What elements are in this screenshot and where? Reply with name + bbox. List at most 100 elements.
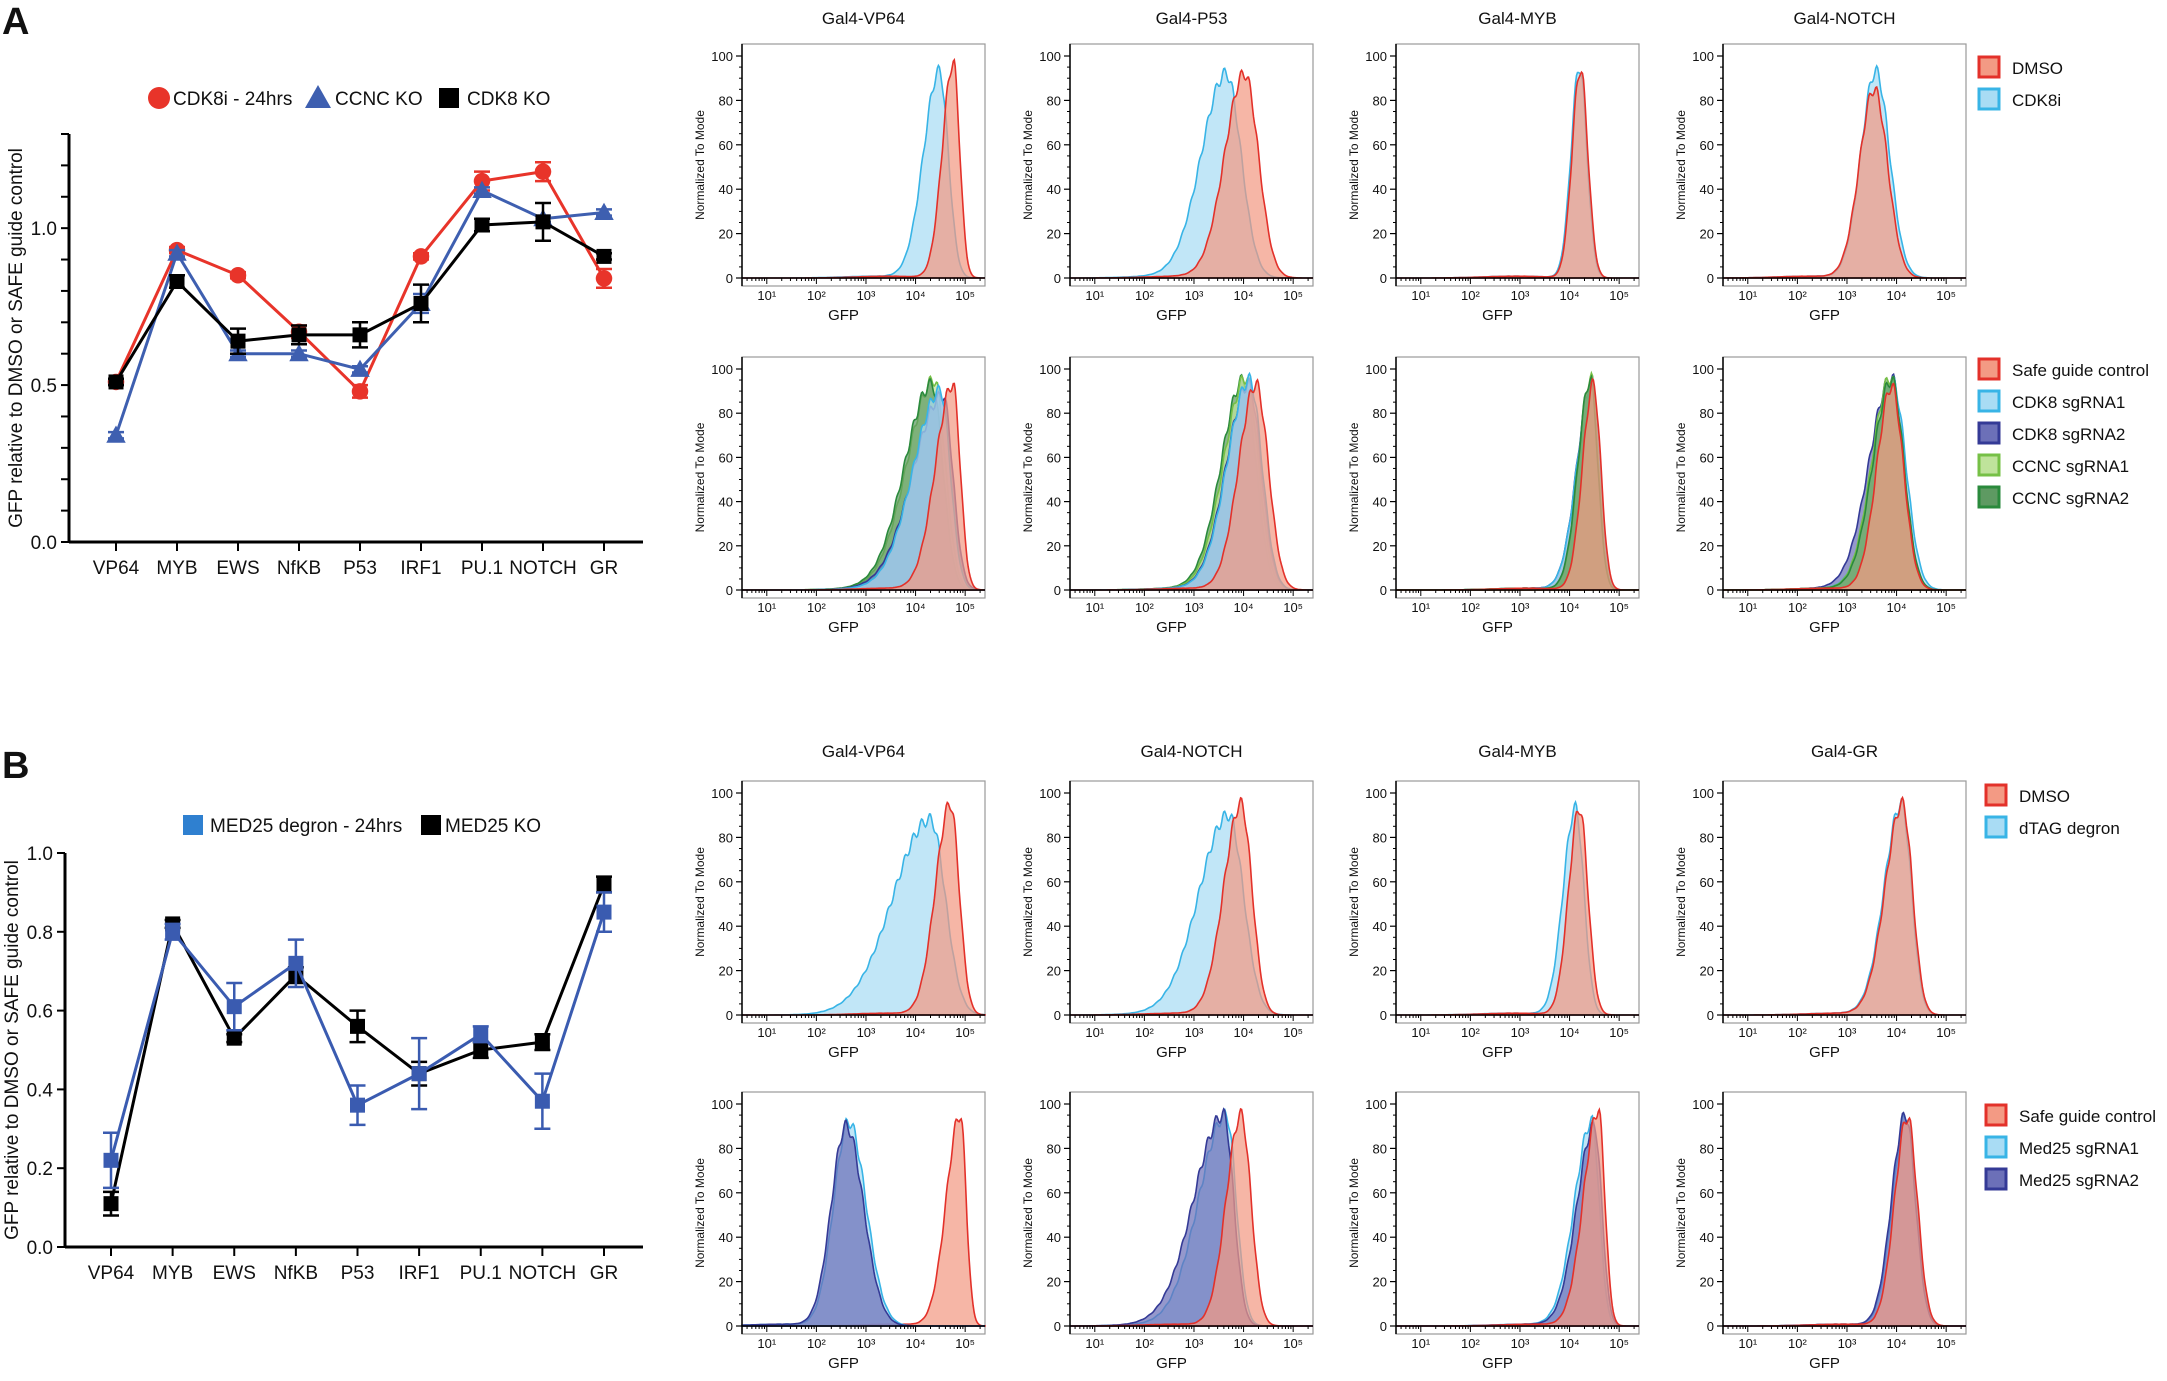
x-tick-label: 10³ <box>857 1025 876 1040</box>
y-tick-label: 80 <box>1700 406 1714 421</box>
x-tick-label: P53 <box>343 558 377 579</box>
y-tick-label: 80 <box>719 1141 733 1156</box>
y-tick-label: 40 <box>1373 182 1387 197</box>
y-tick-label: 0 <box>726 1008 733 1023</box>
x-tick-label: PU.1 <box>460 1263 502 1284</box>
data-point <box>350 1018 365 1034</box>
x-tick-label: 10⁴ <box>1887 1336 1907 1351</box>
x-tick-label: 10³ <box>1838 1025 1857 1040</box>
data-point <box>473 1026 489 1042</box>
y-tick-label: 100 <box>1692 49 1714 64</box>
histogram-cyan <box>1723 797 1966 1016</box>
data-point <box>534 163 552 180</box>
x-tick-label: 10² <box>1135 1025 1154 1040</box>
x-tick-label: 10² <box>807 1336 826 1351</box>
x-axis-label: GFP <box>1482 1044 1513 1061</box>
histogram-cyan <box>1070 67 1313 279</box>
x-tick-label: EWS <box>213 1263 256 1284</box>
series-cdk8-ko <box>108 201 612 390</box>
histogram-red <box>1070 378 1313 591</box>
x-tick-label: 10² <box>1788 1336 1807 1351</box>
y-axis-label: Normalized To Mode <box>1021 422 1035 532</box>
x-tick-label: NOTCH <box>509 1263 577 1284</box>
y-tick-label: 80 <box>1373 1141 1387 1156</box>
legend-label: Med25 sgRNA1 <box>2019 1139 2139 1158</box>
x-tick-label: 10² <box>1461 600 1480 615</box>
y-tick-label: 40 <box>719 495 733 510</box>
plot-frame <box>1722 356 1967 599</box>
x-tick-label: 10³ <box>1511 600 1530 615</box>
y-tick-label: 60 <box>719 450 733 465</box>
x-tick-label: 10³ <box>1511 1025 1530 1040</box>
y-tick-label: 20 <box>1700 539 1714 554</box>
histogram-r1-c2: 0 20 40 60 80 100 10¹ 10² 10³ 10⁴ 10⁵ GFP Normalized… <box>1021 9 1314 324</box>
legend-swatch-icon <box>1984 1167 2008 1191</box>
x-tick-label: 10³ <box>1511 1336 1530 1351</box>
x-tick-label: 10¹ <box>1411 288 1430 303</box>
data-point <box>103 1196 119 1212</box>
y-tick-label: 0.5 <box>31 376 57 397</box>
y-tick-label: 40 <box>1047 182 1061 197</box>
y-tick-label: 0.0 <box>31 533 57 554</box>
y-tick-label: 80 <box>1373 406 1387 421</box>
legend-item: CDK8i - 24hrs <box>148 87 292 110</box>
x-tick-label: 10³ <box>1838 288 1857 303</box>
histogram-r1-c1: 0 20 40 60 80 100 10¹ 10² 10³ 10⁴ 10⁵ GFP Normalized… <box>693 9 986 324</box>
histogram-r2-c1: 0 20 40 60 80 100 10¹ 10² 10³ 10⁴ 10⁵ GFP Normalized… <box>693 356 986 636</box>
data-point <box>106 425 126 443</box>
histogram-r1-c4: 0 20 40 60 80 100 10¹ 10² 10³ 10⁴ 10⁵ GFP Normalized… <box>1674 9 1967 324</box>
series-line <box>114 220 605 383</box>
histogram-r4-c1: 0 20 40 60 80 100 10¹ 10² 10³ 10⁴ 10⁵ GFP Normalized… <box>693 1091 986 1372</box>
x-tick-label: 10³ <box>857 1336 876 1351</box>
y-tick-label: 100 <box>1365 362 1387 377</box>
x-tick-label: 10² <box>1135 1336 1154 1351</box>
y-tick-label: 40 <box>1047 919 1061 934</box>
histogram-navy <box>1723 372 1966 591</box>
data-point <box>226 999 242 1015</box>
data-point <box>288 955 304 971</box>
x-tick-label: NfKB <box>274 1263 318 1284</box>
x-tick-label: 10⁴ <box>1560 1025 1580 1040</box>
legend-swatch-icon <box>1984 1135 2008 1159</box>
y-tick-label: 60 <box>719 1186 733 1201</box>
histogram-r4-c2: 0 20 40 60 80 100 10¹ 10² 10³ 10⁴ 10⁵ GFP Normalized… <box>1021 1091 1314 1372</box>
y-tick-label: 80 <box>1047 830 1061 845</box>
x-tick-label: PU.1 <box>461 558 503 579</box>
data-point <box>103 1152 119 1168</box>
y-tick-label: 100 <box>1365 1097 1387 1112</box>
data-point <box>229 266 247 284</box>
legend-label: MED25 KO <box>445 816 541 837</box>
histogram-r2-c3: 0 20 40 60 80 100 10¹ 10² 10³ 10⁴ 10⁵ GFP Normalized… <box>1347 356 1640 636</box>
y-tick-label: 40 <box>1047 1230 1061 1245</box>
histogram-r3-c2: 0 20 40 60 80 100 10¹ 10² 10³ 10⁴ 10⁵ GFP Normalized… <box>1021 742 1314 1061</box>
histogram-red <box>1396 377 1639 591</box>
histogram-title: Gal4-NOTCH <box>1140 742 1242 761</box>
y-tick-label: 40 <box>1373 919 1387 934</box>
y-tick-label: 20 <box>719 1275 733 1290</box>
y-axis-label: Normalized To Mode <box>1674 110 1688 220</box>
histogram-red <box>1396 810 1639 1016</box>
y-tick-label: 1.0 <box>31 219 57 240</box>
x-tick-label: 10¹ <box>1085 1025 1104 1040</box>
histogram-title: Gal4-NOTCH <box>1793 9 1895 28</box>
x-tick-label: 10⁴ <box>1234 600 1254 615</box>
y-tick-label: 20 <box>719 227 733 242</box>
y-tick-label: 40 <box>1373 1230 1387 1245</box>
histogram-title: Gal4-VP64 <box>822 9 905 28</box>
x-tick-label: 10³ <box>1185 600 1204 615</box>
y-axis-label: Normalized To Mode <box>1674 1158 1688 1268</box>
x-tick-label: 10² <box>1788 1025 1807 1040</box>
x-axis-label: GFP <box>1482 619 1513 636</box>
x-tick-label: 10⁵ <box>955 1336 975 1351</box>
y-tick-label: 40 <box>719 1230 733 1245</box>
x-tick-label: 10⁴ <box>1234 1336 1254 1351</box>
y-tick-label: 0 <box>1054 583 1061 598</box>
x-tick-label: 10² <box>807 288 826 303</box>
y-tick-label: 0 <box>1380 271 1387 286</box>
y-tick-label: 60 <box>1700 875 1714 890</box>
histogram-r3-c3: 0 20 40 60 80 100 10¹ 10² 10³ 10⁴ 10⁵ GFP Normalized… <box>1347 742 1640 1061</box>
y-tick-label: 0 <box>1380 583 1387 598</box>
data-point <box>534 1034 550 1050</box>
x-tick-label: 10⁵ <box>955 600 975 615</box>
y-tick-label: 100 <box>1365 786 1387 801</box>
